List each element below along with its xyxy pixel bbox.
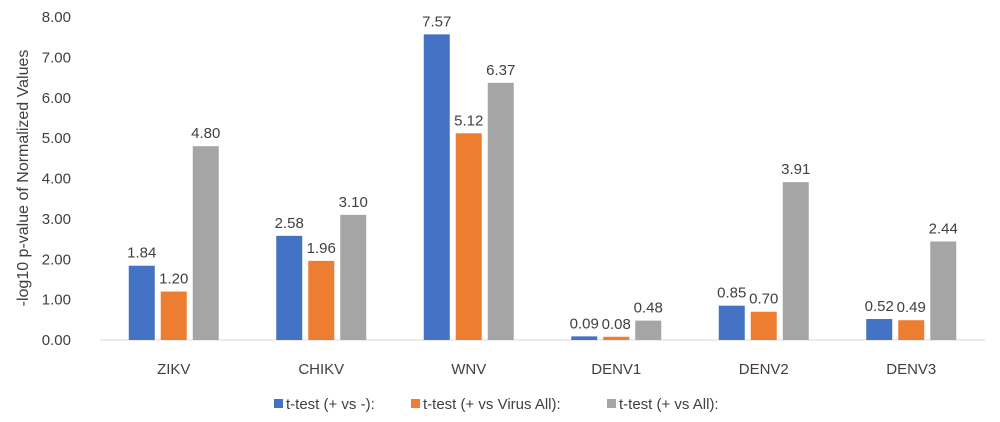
bar-denv2-series-3 [782, 182, 809, 340]
legend-label: t-test (+ vs Virus All): [423, 396, 561, 413]
bar-zikv-series-3 [192, 146, 219, 340]
x-tick-label: DENV3 [886, 361, 936, 378]
bar-wnv-series-2 [455, 133, 482, 340]
data-label: 0.08 [602, 316, 631, 333]
data-label: 0.49 [897, 299, 926, 316]
y-tick-label: 1.00 [42, 292, 71, 309]
bar-chikv-series-3 [340, 214, 367, 340]
bar-denv3-series-3 [930, 241, 957, 340]
data-label: 0.09 [570, 315, 599, 332]
data-label: 1.20 [159, 271, 188, 288]
legend-swatch [411, 399, 420, 408]
y-tick-label: 7.00 [42, 49, 71, 66]
y-tick-label: 0.00 [42, 332, 71, 349]
data-label: 3.91 [781, 161, 810, 178]
data-label: 6.37 [486, 62, 515, 79]
bar-denv1-series-1 [571, 336, 598, 340]
bar-chikv-series-1 [276, 235, 303, 340]
bar-wnv-series-1 [423, 34, 450, 341]
legend-swatch [607, 399, 616, 408]
bar-zikv-series-1 [128, 265, 155, 340]
data-label: 0.48 [634, 300, 663, 317]
bar-denv2-series-1 [718, 305, 745, 340]
y-tick-label: 3.00 [42, 211, 71, 228]
data-label: 7.57 [422, 13, 451, 30]
bar-denv3-series-1 [866, 319, 893, 340]
y-tick-label: 4.00 [42, 171, 71, 188]
bar-wnv-series-3 [487, 82, 514, 340]
y-tick-label: 5.00 [42, 130, 71, 147]
legend: t-test (+ vs -): t-test (+ vs Virus All):… [274, 396, 719, 413]
bar-chikv-series-2 [308, 260, 335, 340]
bar-denv1-series-2 [603, 336, 630, 340]
bar-denv2-series-2 [750, 311, 777, 340]
legend-swatch [274, 399, 283, 408]
data-label: 2.44 [929, 220, 958, 237]
y-tick-label: 2.00 [42, 251, 71, 268]
data-label: 2.58 [275, 215, 304, 232]
data-label: 0.52 [865, 298, 894, 315]
y-axis-title: -log10 p-value of Normalized Values [15, 50, 32, 307]
legend-label: t-test (+ vs -): [286, 396, 375, 413]
data-label: 3.10 [339, 194, 368, 211]
data-label: 1.96 [307, 240, 336, 257]
x-tick-label: DENV1 [591, 361, 641, 378]
bar-denv3-series-2 [898, 320, 925, 340]
x-tick-label: DENV2 [739, 361, 789, 378]
x-tick-label: CHIKV [298, 361, 344, 378]
bar-denv1-series-3 [635, 320, 662, 340]
y-tick-label: 6.00 [42, 90, 71, 107]
x-tick-label: ZIKV [157, 361, 190, 378]
data-label: 4.80 [191, 125, 220, 142]
bar-zikv-series-2 [160, 291, 187, 340]
data-label: 0.85 [717, 285, 746, 302]
y-tick-label: 8.00 [42, 9, 71, 26]
legend-label: t-test (+ vs All): [619, 396, 719, 413]
data-label: 0.70 [749, 291, 778, 308]
data-label: 1.84 [127, 245, 156, 262]
x-tick-label: WNV [451, 361, 486, 378]
data-label: 5.12 [454, 112, 483, 129]
